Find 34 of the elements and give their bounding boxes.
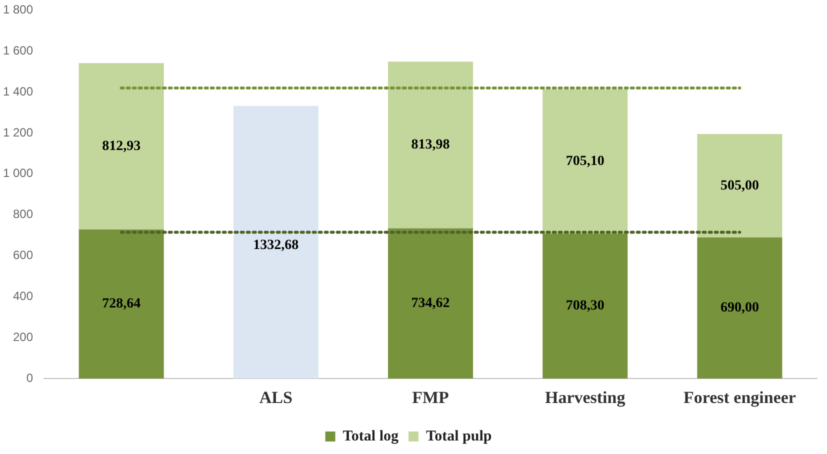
data-label: 705,10 (566, 154, 604, 170)
bar (78, 63, 164, 230)
legend-label: Total pulp (426, 428, 492, 444)
bar (78, 229, 164, 379)
y-tick-label: 1 800 (3, 2, 34, 17)
data-label: 813,98 (411, 138, 450, 153)
y-tick-label: 400 (13, 289, 34, 304)
y-tick-label: 1 400 (3, 84, 34, 98)
bar (542, 234, 628, 379)
bar (233, 106, 318, 379)
data-label: 690,00 (720, 300, 759, 316)
y-tick-label: 1 000 (3, 166, 34, 180)
bar (542, 89, 628, 234)
data-label: 812,93 (102, 138, 141, 154)
y-tick-label: 600 (13, 248, 34, 262)
bar (697, 134, 782, 238)
bar (388, 62, 474, 228)
x-tick-label: ALS (259, 388, 292, 408)
y-tick-label: 0 (26, 370, 34, 385)
y-tick-label: 800 (13, 207, 34, 222)
y-tick-label: 1 600 (3, 43, 34, 58)
x-tick-label: Forest engineer (683, 388, 796, 408)
x-tick-label: Harvesting (544, 388, 626, 408)
x-tick-label: FMP (412, 388, 449, 408)
data-label: 505,00 (720, 178, 759, 194)
legend-label: Total log (342, 428, 399, 444)
y-tick-label: 1 200 (3, 125, 34, 140)
bar (388, 228, 474, 379)
bar (697, 237, 782, 379)
data-label: 1332,68 (253, 238, 299, 254)
data-label: 708,30 (566, 298, 604, 314)
y-tick-label: 200 (13, 330, 34, 344)
data-label: 734,62 (411, 296, 450, 312)
data-label: 728,64 (102, 296, 141, 312)
